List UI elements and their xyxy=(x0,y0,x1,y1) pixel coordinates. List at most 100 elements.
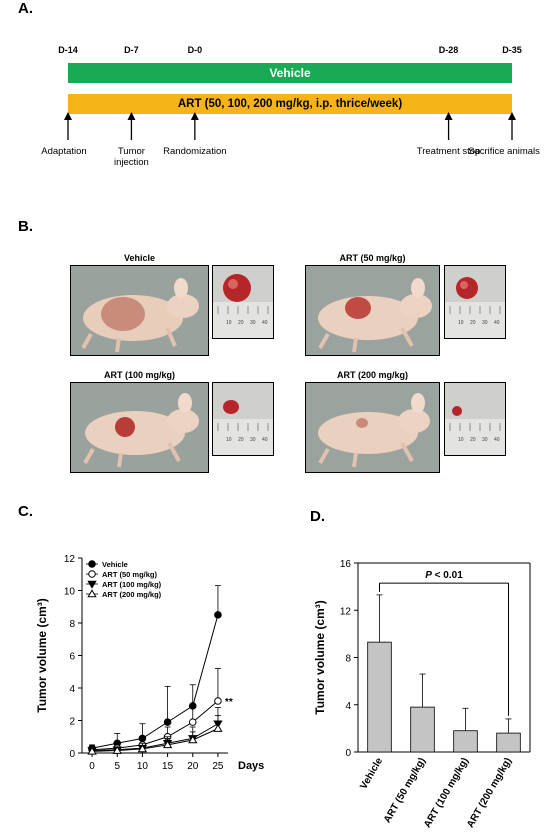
ruler-tick-20: 20 xyxy=(470,320,476,326)
y-tick-label: 0 xyxy=(345,748,351,759)
event-arrowhead-4 xyxy=(508,112,516,120)
day-label-2: D-0 xyxy=(187,45,203,55)
ruler-illustration: 10 20 30 40 xyxy=(445,277,505,338)
ruler-tick-30: 30 xyxy=(250,437,256,443)
x-axis-label: Days xyxy=(238,760,264,772)
y-tick-label: 2 xyxy=(69,717,75,728)
mouse-illustration xyxy=(71,383,208,472)
event-arrowhead-0 xyxy=(64,112,72,120)
ruler-tick-40: 40 xyxy=(262,437,268,443)
panel-c-label: C. xyxy=(18,503,33,520)
ruler-tick-10: 10 xyxy=(226,437,232,443)
series-1 xyxy=(88,668,222,754)
panel-a-label: A. xyxy=(18,0,33,17)
event-label-4: Sacrifice animals xyxy=(468,146,540,157)
data-point xyxy=(112,745,122,754)
x-tick-label: 15 xyxy=(162,761,174,772)
data-point xyxy=(162,740,173,749)
category-label-1: ART (50 mg/kg) xyxy=(382,756,428,825)
x-tick-label: 5 xyxy=(114,761,120,772)
event-arrowhead-1 xyxy=(127,112,136,120)
art-bar: ART (50, 100, 200 mg/kg, i.p. thrice/wee… xyxy=(68,94,512,114)
event-arrowhead-3 xyxy=(444,112,453,120)
data-point xyxy=(163,718,172,726)
ruler-tick-40: 40 xyxy=(494,320,500,326)
y-tick-label: 8 xyxy=(69,619,75,630)
legend-marker-1 xyxy=(88,570,96,578)
y-tick-label: 12 xyxy=(64,554,76,565)
y-axis-label: Tumor volume (cm³) xyxy=(313,600,327,714)
vehicle-bar-label: Vehicle xyxy=(269,66,311,80)
tumor-ruler-art-200: 10 20 30 40 xyxy=(444,382,506,456)
event-arrowhead-2 xyxy=(190,112,199,120)
group-title-vehicle: Vehicle xyxy=(123,253,156,263)
tumor-ruler-art-100: 10 20 30 40 xyxy=(212,382,274,456)
y-tick-label: 10 xyxy=(64,587,76,598)
panel-b-label: B. xyxy=(18,218,33,235)
bar-2 xyxy=(453,730,478,753)
ruler-tick-30: 30 xyxy=(250,320,256,326)
data-point xyxy=(188,718,197,726)
y-tick-label: 12 xyxy=(340,606,352,617)
ruler-tick-30: 30 xyxy=(482,437,488,443)
y-axis-label: Tumor volume (cm³) xyxy=(35,598,49,712)
legend-label-3: ART (200 mg/kg) xyxy=(102,590,162,599)
mouse-photo-vehicle xyxy=(70,265,209,356)
event-label-0: Adaptation xyxy=(41,146,87,157)
mouse-photo-art-50 xyxy=(305,265,440,356)
category-label-0: Vehicle xyxy=(358,756,385,792)
y-tick-label: 8 xyxy=(345,654,351,665)
legend-marker-3 xyxy=(87,589,97,598)
p-value-symbol: P xyxy=(425,570,432,581)
mouse-illustration xyxy=(306,383,439,472)
series-line-0 xyxy=(91,614,219,749)
panel-d-label: D. xyxy=(310,508,325,525)
ruler-illustration: 10 20 30 40 xyxy=(213,400,273,455)
bar-0 xyxy=(367,641,392,753)
timeline-arrows xyxy=(64,112,516,140)
series-line-2 xyxy=(92,723,219,752)
tumor-growth-line-chart: 0 2 4 6 8 10 12 0 5 10 15 20 25 Days Tumor volume (cm³… xyxy=(35,554,264,772)
event-label-3: Treatment stop xyxy=(416,146,481,157)
bar-3 xyxy=(496,732,521,753)
legend-marker-2 xyxy=(87,580,97,589)
mouse-illustration xyxy=(71,266,208,355)
ruler-illustration: 10 20 30 40 xyxy=(445,406,505,455)
ruler-tick-10: 10 xyxy=(226,320,232,326)
legend-label-1: ART (50 mg/kg) xyxy=(102,570,158,579)
data-point xyxy=(214,611,222,619)
data-point xyxy=(214,697,222,705)
category-label-2: ART (100 mg/kg) xyxy=(422,756,471,830)
series-3 xyxy=(87,715,223,755)
data-point xyxy=(87,746,97,755)
y-tick-label: 0 xyxy=(69,749,75,760)
y-tick-label: 4 xyxy=(345,701,351,712)
ruler-illustration: 10 20 30 40 xyxy=(213,274,273,338)
ruler-tick-20: 20 xyxy=(238,437,244,443)
ruler-tick-40: 40 xyxy=(494,437,500,443)
x-tick-label: 25 xyxy=(212,761,224,772)
ruler-tick-30: 30 xyxy=(482,320,488,326)
mouse-illustration xyxy=(306,266,439,355)
bar-1 xyxy=(410,706,435,753)
mouse-photo-art-100 xyxy=(70,382,209,473)
x-tick-label: 0 xyxy=(89,761,95,772)
data-point xyxy=(213,723,223,732)
ruler-tick-20: 20 xyxy=(470,437,476,443)
event-label-1: Tumor injection xyxy=(113,146,149,168)
category-label-3: ART (200 mg/kg) xyxy=(465,756,514,830)
ruler-tick-20: 20 xyxy=(238,320,244,326)
p-value-label: P < 0.01 xyxy=(425,570,463,581)
series-line-3 xyxy=(92,728,219,752)
art-bar-label: ART (50, 100, 200 mg/kg, i.p. thrice/wee… xyxy=(177,98,403,110)
tumor-ruler-art-50: 10 20 30 40 xyxy=(444,265,506,339)
y-tick-label: 16 xyxy=(340,559,352,570)
significance-annotation: ** xyxy=(225,697,233,708)
y-tick-label: 6 xyxy=(69,652,75,663)
ruler-tick-40: 40 xyxy=(262,320,268,326)
day-label-1: D-7 xyxy=(124,45,139,55)
tumor-ruler-vehicle: 10 20 30 40 xyxy=(212,265,274,339)
series-line-1 xyxy=(92,700,219,751)
series-0 xyxy=(88,585,222,752)
legend-label-0: Vehicle xyxy=(102,560,128,569)
